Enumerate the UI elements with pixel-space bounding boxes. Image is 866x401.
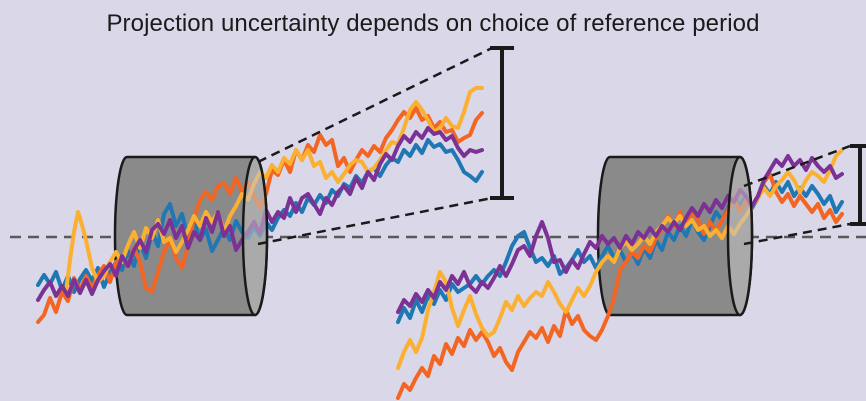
cylinder-right-face (726, 155, 754, 317)
uncertainty-bar-left (490, 46, 514, 200)
series-right-purple (396, 154, 844, 314)
cylinder-left-face (241, 155, 269, 317)
series-right-group (396, 148, 844, 400)
uncertainty-bar-right (850, 144, 866, 226)
series-left-yellow (64, 86, 484, 294)
panel-right (396, 144, 866, 400)
uncertainty-cone-right (743, 144, 851, 246)
uncertainty-cone-left (257, 46, 493, 246)
diagram-title: Projection uncertainty depends on choice… (106, 10, 760, 37)
panel-left (36, 46, 514, 324)
